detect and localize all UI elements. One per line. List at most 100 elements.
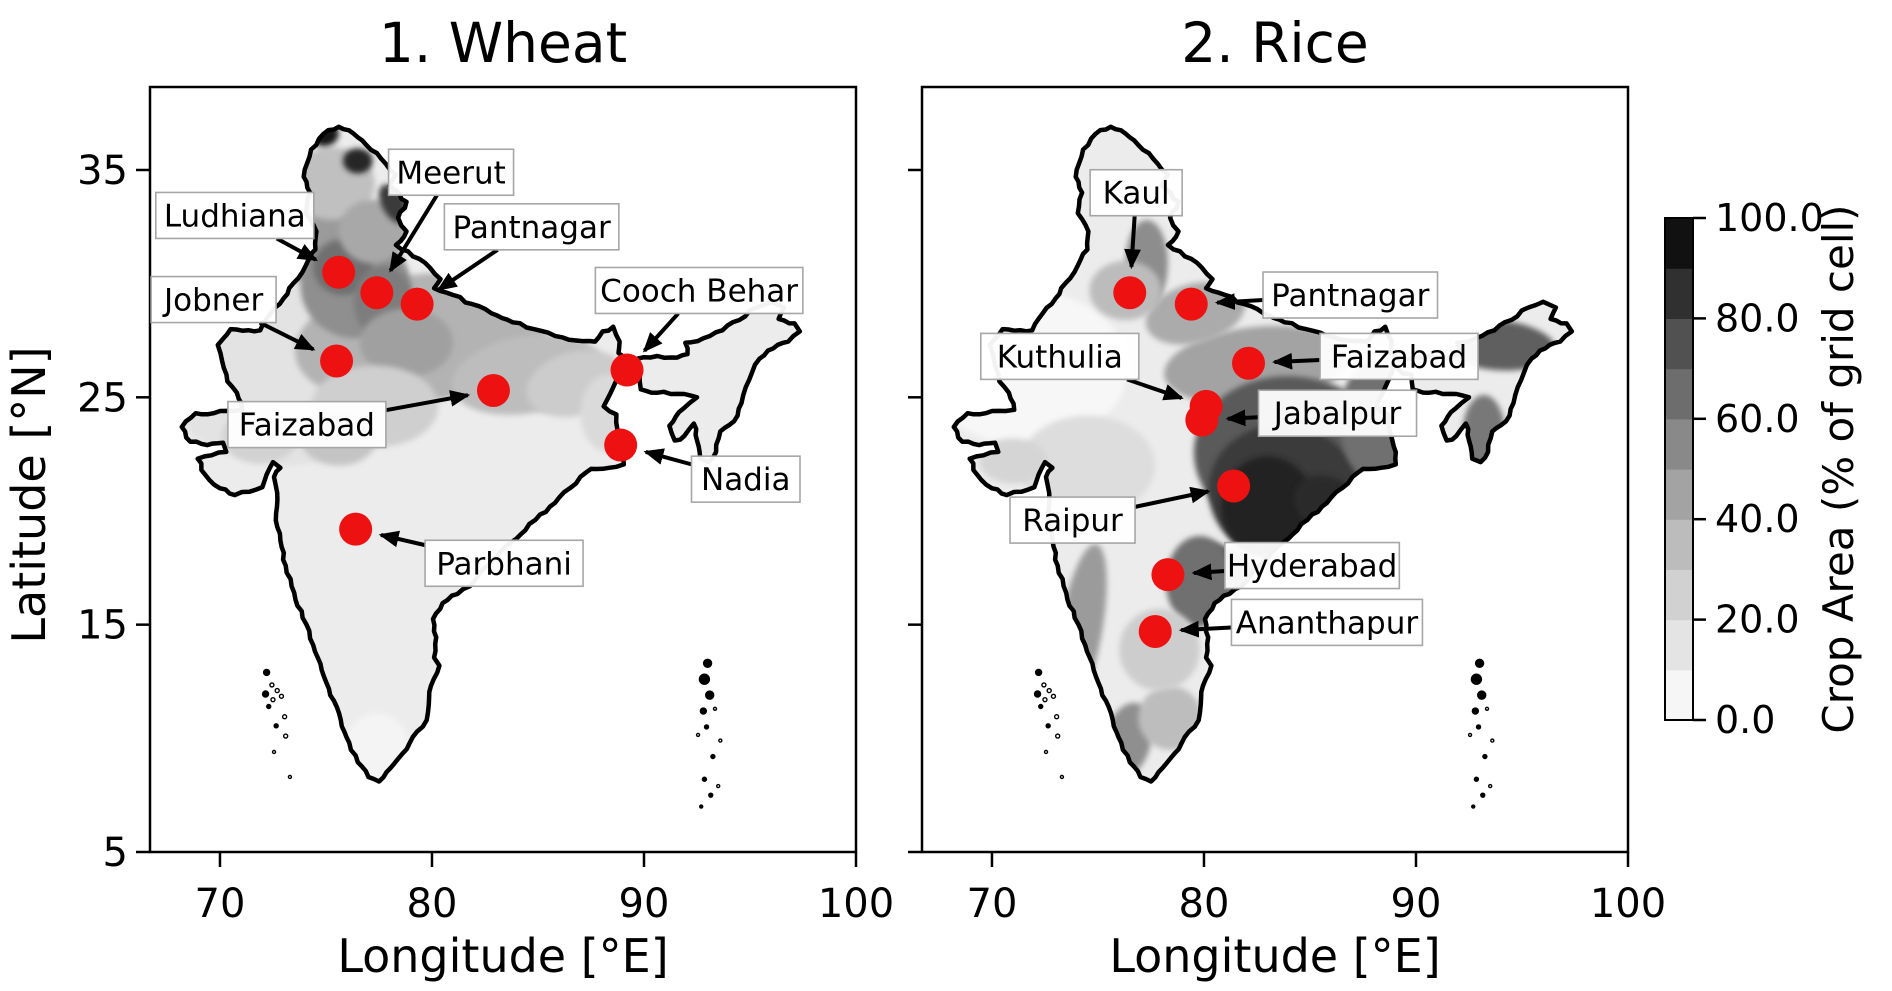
island-marker	[261, 690, 270, 698]
site-dot-ananthapur	[1138, 614, 1172, 648]
site-label-faizabad: Faizabad	[1319, 332, 1479, 381]
island-marker	[1487, 783, 1493, 789]
island-marker	[1043, 749, 1049, 755]
colorbar-band	[1665, 368, 1693, 420]
site-dot-hyderabad	[1151, 558, 1185, 592]
island-marker	[1474, 658, 1485, 669]
y-tick-label: 15	[77, 603, 128, 649]
island-marker	[1484, 706, 1490, 711]
site-label-hyderabad: Hyderabad	[1224, 541, 1401, 590]
x-tick-label: 80	[1179, 881, 1230, 927]
site-label-raipur: Raipur	[1009, 496, 1136, 544]
site-label-cooch-behar: Cooch Behar	[594, 266, 804, 315]
island-marker	[1470, 673, 1483, 685]
site-dot-faizabad	[476, 373, 510, 407]
island-marker	[1482, 753, 1488, 760]
site-label-parbhani: Parbhani	[424, 539, 584, 588]
site-dot-parbhani	[339, 512, 373, 546]
site-annotation-arrow	[436, 248, 499, 292]
map-panel-rice: 70 80 90 100 2. Rice Longitude [°E] Kaul Pantna…	[908, 11, 1666, 983]
island-marker	[1467, 732, 1473, 738]
site-label-text: Jobner	[162, 283, 264, 319]
island-marker	[1471, 804, 1476, 809]
site-label-box	[155, 191, 315, 240]
island-marker	[708, 792, 714, 798]
site-label-box	[1257, 389, 1418, 438]
crop-area-shading	[342, 148, 373, 174]
india-coastline	[179, 124, 803, 784]
site-dot-faizabad	[1231, 346, 1265, 380]
site-label-text: Faizabad	[1331, 339, 1467, 375]
site-label-box	[227, 400, 387, 449]
island-marker	[710, 753, 716, 760]
island-marker	[1041, 682, 1047, 688]
island-marker	[274, 687, 280, 694]
island-marker	[1034, 668, 1043, 677]
colorbar-band	[1665, 669, 1693, 721]
site-label-jabalpur: Jabalpur	[1257, 389, 1418, 438]
y-tick-label: 35	[77, 148, 128, 194]
crop-area-shading	[359, 308, 454, 377]
island-marker	[703, 724, 710, 730]
island-marker	[1059, 774, 1065, 780]
site-label-box	[387, 148, 515, 197]
island-marker	[1054, 733, 1061, 739]
site-annotation-arrow	[385, 390, 471, 413]
site-dot-kaul	[1113, 276, 1147, 310]
site-label-box	[1319, 332, 1479, 381]
site-label-nadia: Nadia	[690, 455, 801, 503]
site-label-kuthulia: Kuthulia	[980, 332, 1140, 381]
island-marker	[698, 673, 711, 685]
site-label-kaul: Kaul	[1089, 168, 1183, 217]
island-marker	[278, 693, 285, 699]
site-label-pantnagar: Pantnagar	[443, 203, 620, 251]
site-dot-jabalpur	[1185, 403, 1219, 437]
site-label-text: Faizabad	[239, 408, 375, 444]
island-marker	[271, 749, 277, 755]
colorbar-band	[1665, 469, 1693, 520]
site-label-box	[1230, 598, 1424, 647]
site-label-box	[150, 275, 277, 324]
x-tick-label: 70	[967, 881, 1018, 927]
y-tick-label: 25	[77, 375, 128, 421]
x-tick-label: 80	[407, 881, 458, 927]
site-dot-ludhiana	[322, 255, 356, 289]
site-label-text: Pantnagar	[1271, 278, 1429, 314]
colorbar-frame	[1664, 217, 1694, 721]
island-marker	[281, 714, 288, 720]
x-tick-label: 100	[818, 881, 894, 927]
island-marker	[699, 707, 708, 715]
site-label-box	[594, 266, 804, 315]
site-label-box	[1009, 496, 1136, 544]
colorbar-tick-label: 60.0	[1715, 397, 1800, 441]
site-annotation-arrow	[1134, 486, 1211, 509]
island-marker	[1042, 696, 1048, 703]
site-annotation-arrow	[275, 236, 318, 262]
island-marker	[282, 733, 289, 739]
island-marker	[269, 682, 275, 688]
colorbar-tick-label: 80.0	[1715, 296, 1800, 340]
site-label-text: Nadia	[701, 462, 790, 498]
site-annotation-arrow	[1191, 563, 1225, 581]
island-marker	[1038, 703, 1044, 710]
island-marker	[712, 706, 718, 711]
y-axis-label: Latitude [°N]	[2, 346, 56, 643]
site-label-box	[1262, 271, 1439, 319]
colorbar-axis-label: Crop Area (% of grid cell)	[1814, 204, 1863, 733]
island-marker	[715, 783, 721, 789]
site-label-text: Hyderabad	[1227, 549, 1398, 585]
site-annotation-arrow	[1225, 409, 1259, 427]
site-label-box	[1089, 168, 1183, 217]
colorbar-band	[1665, 268, 1693, 319]
island-marker	[270, 696, 276, 703]
panel-title: 2. Rice	[1181, 11, 1369, 75]
panel-title: 1. Wheat	[379, 11, 627, 75]
x-axis-label: Longitude [°E]	[1109, 929, 1440, 983]
site-label-text: Raipur	[1022, 503, 1123, 539]
island-marker	[702, 658, 713, 669]
site-dot-meerut	[360, 276, 394, 310]
site-label-text: Kaul	[1103, 176, 1170, 212]
